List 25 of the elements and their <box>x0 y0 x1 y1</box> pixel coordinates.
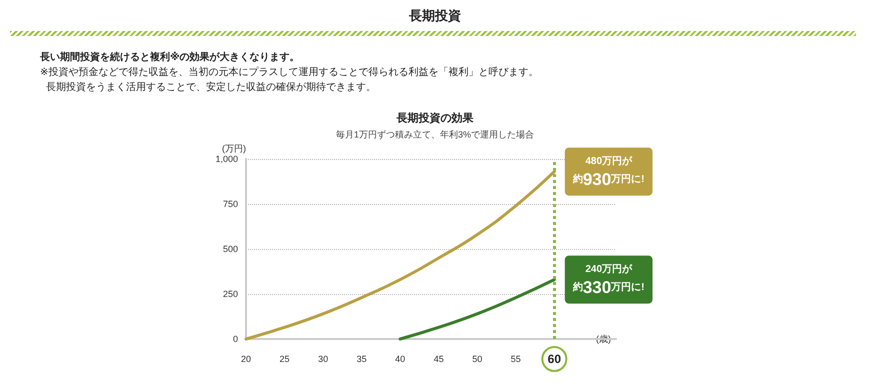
x-tick-label: 45 <box>434 354 444 364</box>
x-tick-label: 40 <box>395 354 406 364</box>
y-tick-label: 500 <box>222 244 238 254</box>
line-series <box>398 278 556 340</box>
text: 長期投資をうまく活用することで、安定した収益の確保が期待できます。 <box>46 80 376 94</box>
chart-title: 長期投資の効果 <box>396 112 474 124</box>
line-series <box>244 170 556 340</box>
text: 長期投資 <box>408 8 462 25</box>
x-tick-label: 30 <box>318 354 328 364</box>
annotation: 480万円が約930万円に! <box>572 156 645 190</box>
x-tick-label: 20 <box>240 354 252 364</box>
x-tick-label: 35 <box>356 354 367 364</box>
x-tick-label: 60 <box>548 352 562 366</box>
annotation: 240万円が約330万円に! <box>572 264 645 298</box>
x-tick-label: 25 <box>280 354 290 364</box>
text: 長い期間投資を続けると複利※の効果が大きくなります。 <box>40 50 300 64</box>
x-tick-label: 55 <box>510 354 521 364</box>
y-tick-label: 250 <box>222 289 238 299</box>
x-tick-label: 50 <box>472 354 482 364</box>
text: ※投資や預金などで得た収益を、当初の元本にプラスして運用することで得られる利益を「複利」と呼びます。 <box>40 66 538 79</box>
y-tick-label: 0 <box>232 334 238 344</box>
y-tick-label: 1,000 <box>215 154 238 164</box>
y-axis-title: (万円) <box>222 144 246 154</box>
chart-subtitle: 毎月1万円ずつ積み立て、年利3%で運用した場合 <box>336 130 534 140</box>
y-tick-label: 750 <box>222 199 238 209</box>
